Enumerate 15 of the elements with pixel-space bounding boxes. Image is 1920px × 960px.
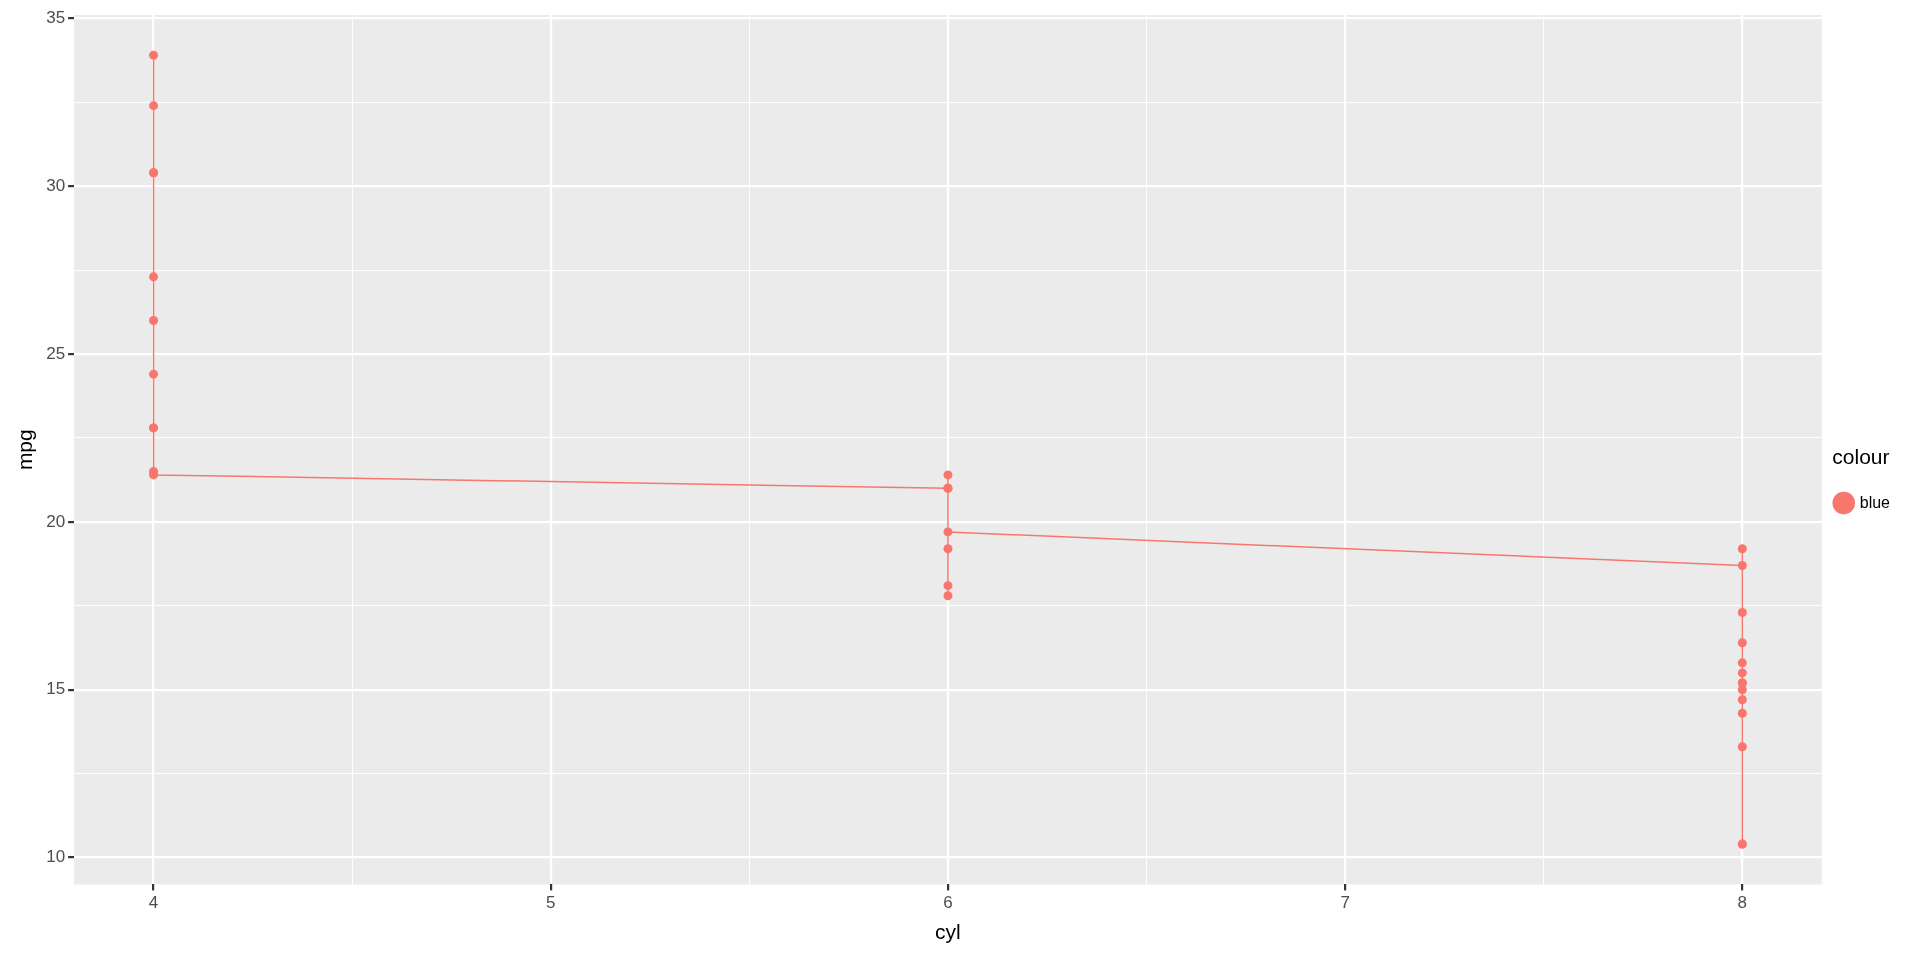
x-axis-title: cyl — [935, 920, 961, 944]
y-tick-label: 35 — [46, 8, 66, 28]
x-tick-label: 8 — [1737, 893, 1748, 913]
x-tick-label: 5 — [546, 893, 556, 913]
legend-title: colour — [1832, 445, 1890, 469]
y-axis-title: mpg — [13, 429, 37, 471]
y-tick-label: 10 — [46, 847, 66, 867]
y-tick-label: 15 — [46, 679, 66, 699]
x-tick-label: 6 — [943, 893, 953, 913]
y-tick-label: 20 — [46, 511, 66, 531]
legend-label: blue — [1859, 493, 1891, 511]
x-tick-label: 7 — [1340, 893, 1350, 913]
y-tick-label: 25 — [46, 343, 66, 363]
x-tick-label: 4 — [148, 893, 159, 913]
y-tick-label: 30 — [46, 175, 66, 195]
